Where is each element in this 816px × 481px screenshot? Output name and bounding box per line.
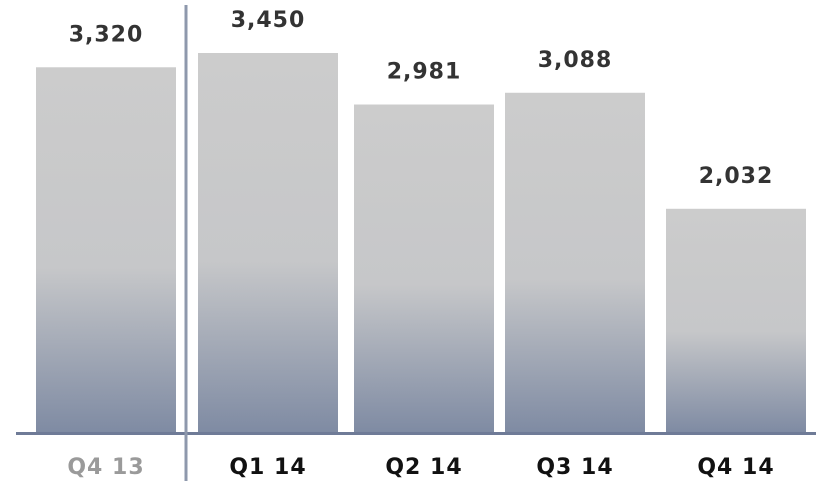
category-label: Q1 14 bbox=[229, 455, 306, 480]
bar-q4-14 bbox=[666, 208, 806, 432]
value-labels-group: 3,320 3,450 2,981 3,088 2,032 bbox=[69, 8, 774, 189]
bar-q2-14 bbox=[354, 104, 494, 432]
bars-group bbox=[36, 53, 806, 432]
value-label: 3,320 bbox=[69, 22, 144, 47]
category-labels-group: Q4 13 Q1 14 Q2 14 Q3 14 Q4 14 bbox=[67, 455, 774, 480]
category-label: Q3 14 bbox=[536, 455, 613, 480]
value-label: 3,450 bbox=[231, 8, 306, 33]
value-label: 3,088 bbox=[538, 48, 613, 73]
value-label: 2,032 bbox=[699, 164, 774, 189]
value-label: 2,981 bbox=[387, 60, 462, 85]
bar-q4-13 bbox=[36, 67, 176, 432]
category-label: Q4 13 bbox=[67, 455, 144, 480]
category-label: Q4 14 bbox=[697, 455, 774, 480]
bar-q3-14 bbox=[505, 92, 645, 432]
bar-q1-14 bbox=[198, 53, 338, 432]
category-label: Q2 14 bbox=[385, 455, 462, 480]
